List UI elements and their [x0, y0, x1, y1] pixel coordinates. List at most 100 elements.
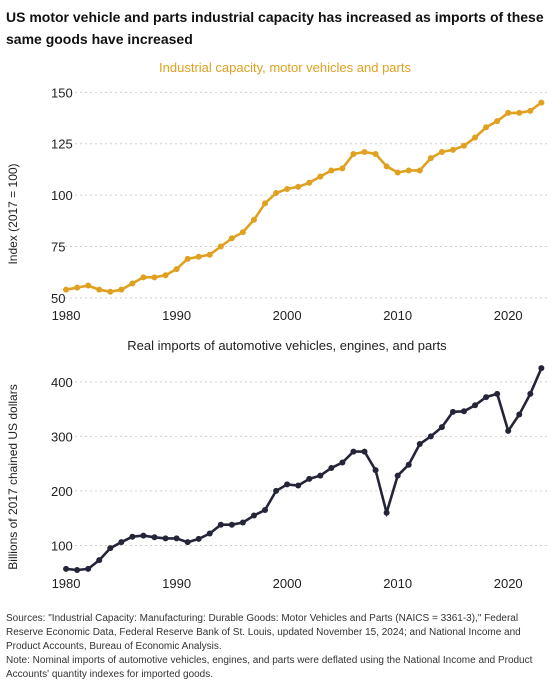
data-point	[284, 185, 291, 192]
note-text: Note: Nominal imports of automotive vehi…	[6, 655, 533, 680]
x-tick-label: 2000	[273, 308, 302, 323]
data-point	[262, 200, 269, 207]
data-point	[494, 118, 501, 125]
data-point	[460, 142, 467, 149]
data-point	[538, 365, 545, 372]
x-tick-label: 1980	[52, 576, 81, 591]
data-point	[350, 448, 357, 455]
data-point	[151, 274, 158, 281]
data-point	[96, 286, 103, 293]
capacity-chart: Industrial capacity, motor vehicles and …	[6, 60, 548, 323]
data-point	[151, 534, 158, 541]
y-tick-label: 200	[51, 484, 73, 499]
data-point	[372, 151, 379, 157]
data-point	[516, 411, 523, 418]
imports-chart: Real imports of automotive vehicles, eng…	[6, 338, 548, 591]
data-point	[306, 475, 313, 482]
data-point	[140, 274, 147, 281]
data-point	[184, 539, 191, 546]
x-tick-label: 1990	[162, 576, 191, 591]
data-point	[85, 565, 92, 572]
data-point	[505, 427, 512, 434]
data-point	[361, 148, 368, 155]
data-point	[449, 146, 456, 153]
y-axis-label: Billions of 2017 chained US dollars	[6, 384, 20, 569]
data-point	[328, 465, 335, 471]
data-point	[339, 459, 346, 466]
data-point	[394, 472, 401, 479]
data-point	[438, 148, 445, 155]
data-point	[173, 266, 180, 273]
data-point	[483, 124, 490, 131]
data-point	[273, 190, 280, 197]
data-point	[317, 173, 324, 180]
data-point	[295, 482, 302, 489]
data-point	[394, 169, 401, 176]
data-point	[328, 167, 335, 174]
data-point	[173, 535, 180, 542]
x-tick-label: 2000	[273, 576, 302, 591]
data-point	[118, 539, 125, 546]
y-axis-label: Index (2017 = 100)	[6, 163, 20, 264]
data-point	[74, 567, 81, 573]
y-tick-label: 75	[51, 240, 65, 255]
data-point	[162, 272, 169, 279]
y-tick-label: 400	[51, 375, 73, 390]
data-point	[405, 167, 412, 174]
data-point	[206, 530, 213, 537]
y-tick-label: 300	[51, 429, 73, 444]
data-point	[472, 402, 479, 409]
data-point	[538, 99, 545, 106]
data-point	[217, 521, 224, 528]
data-point	[217, 243, 224, 250]
data-point	[427, 433, 434, 440]
chart-title: Industrial capacity, motor vehicles and …	[159, 60, 411, 75]
data-point	[63, 565, 70, 572]
data-point	[273, 487, 280, 494]
data-point	[427, 155, 434, 162]
x-tick-label: 2020	[494, 308, 523, 323]
chart-title: Real imports of automotive vehicles, eng…	[127, 338, 447, 353]
data-point	[438, 424, 445, 431]
data-point	[239, 229, 246, 236]
data-point	[96, 557, 103, 564]
data-point	[74, 284, 81, 291]
data-point	[239, 519, 246, 526]
data-point	[295, 183, 302, 190]
page-title: US motor vehicle and parts industrial ca…	[6, 9, 544, 47]
data-point	[317, 472, 324, 479]
data-point	[195, 535, 202, 542]
data-point	[516, 109, 523, 116]
data-point	[306, 179, 313, 186]
data-point	[416, 167, 423, 174]
data-point	[416, 441, 423, 447]
x-tick-label: 2010	[383, 576, 412, 591]
data-point	[129, 533, 136, 540]
data-point	[250, 512, 257, 519]
data-point	[472, 134, 479, 141]
sources-text: Sources: "Industrial Capacity: Manufactu…	[6, 613, 521, 652]
data-point	[63, 286, 70, 293]
data-point	[483, 394, 490, 401]
x-tick-label: 1980	[52, 308, 81, 323]
data-point	[383, 509, 390, 516]
data-point	[494, 390, 501, 397]
y-tick-label: 150	[51, 85, 73, 100]
data-point	[339, 165, 346, 172]
data-point	[228, 235, 235, 242]
data-point	[85, 282, 92, 289]
data-point	[505, 109, 512, 116]
data-point	[527, 390, 534, 397]
data-point	[228, 521, 235, 528]
data-point	[118, 286, 125, 293]
capacity-series-line	[65, 101, 543, 294]
data-point	[449, 408, 456, 415]
data-point	[361, 448, 368, 455]
data-point	[250, 216, 257, 223]
data-point	[107, 545, 114, 552]
data-point	[129, 280, 136, 287]
x-tick-label: 2010	[383, 308, 412, 323]
y-tick-label: 50	[51, 291, 65, 306]
x-tick-label: 2020	[494, 576, 523, 591]
data-point	[350, 151, 357, 157]
